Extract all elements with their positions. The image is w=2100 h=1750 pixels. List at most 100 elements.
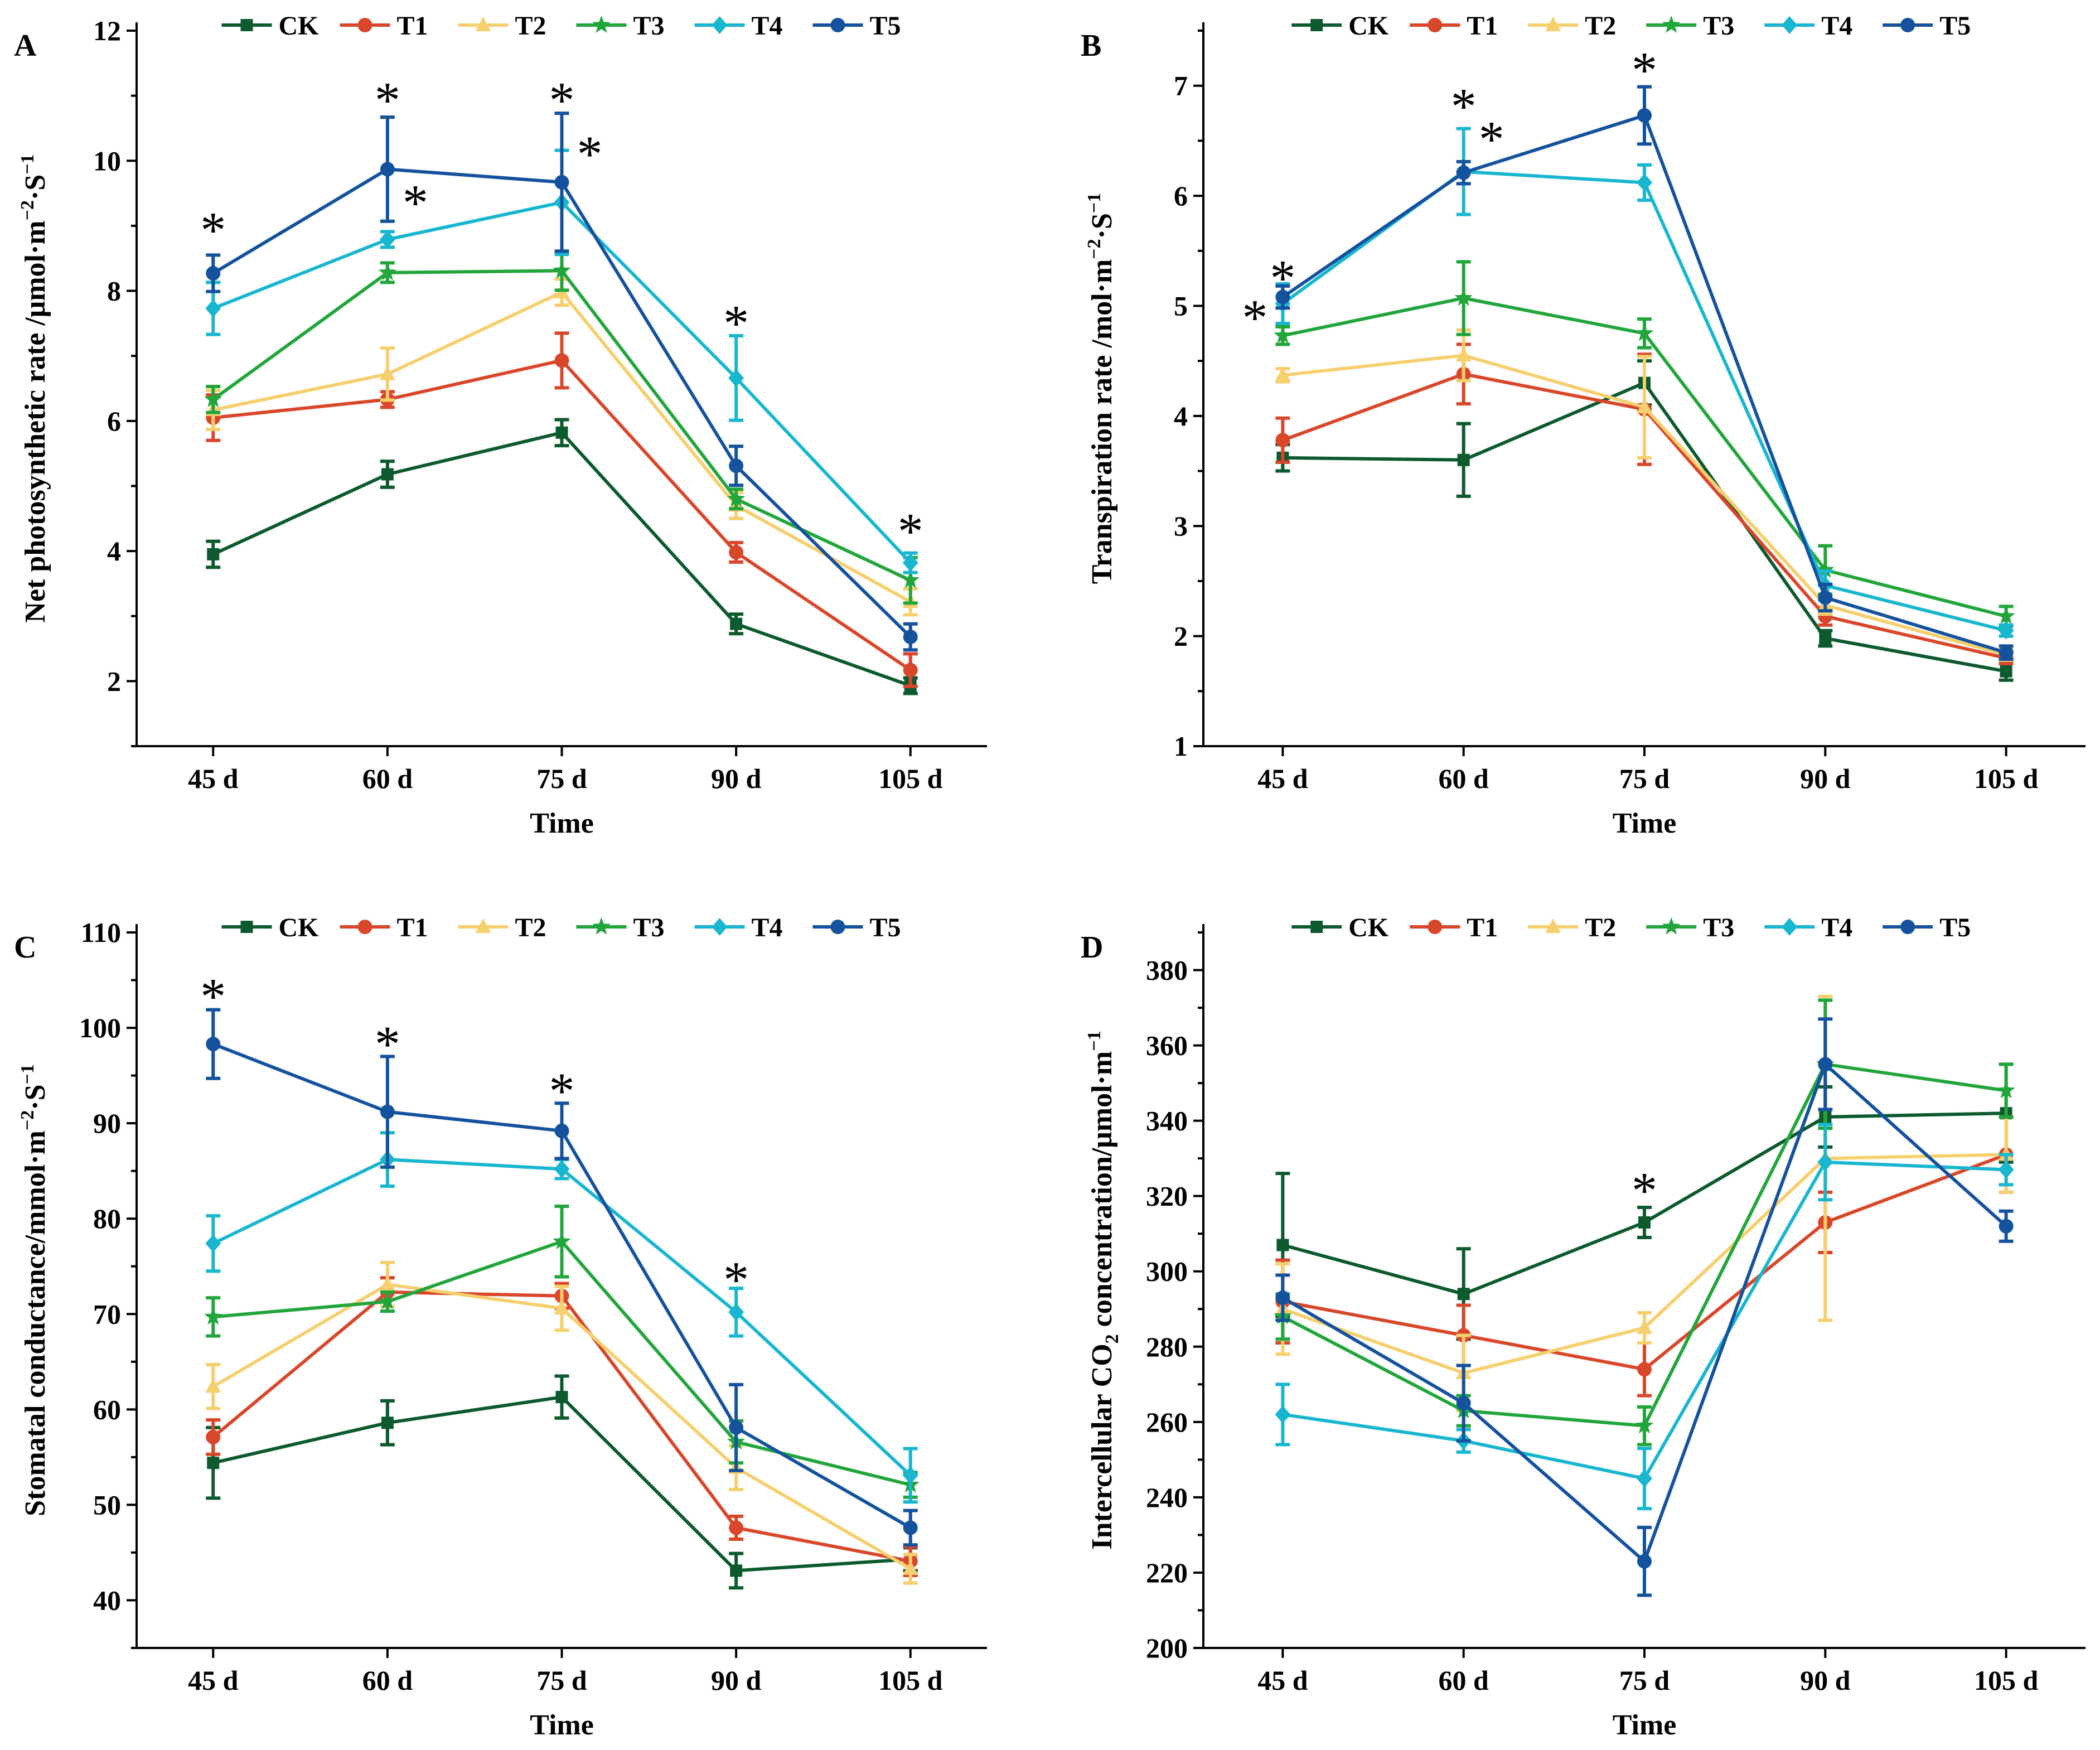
data-point — [903, 663, 918, 678]
data-point — [902, 1560, 918, 1575]
y-tick-label: 240 — [1146, 1482, 1188, 1513]
y-tick-label: 7 — [1174, 70, 1188, 101]
data-point — [1997, 1081, 2015, 1099]
legend-marker — [475, 17, 491, 31]
data-point — [728, 1303, 744, 1321]
legend-label: T3 — [633, 11, 665, 41]
y-axis-title-part: −1 — [17, 154, 38, 174]
y-axis-title-part: −2 — [17, 1110, 38, 1130]
data-point — [554, 1160, 570, 1178]
data-point — [1456, 165, 1471, 180]
x-axis-title: Time — [1613, 1709, 1677, 1741]
data-point — [379, 365, 395, 380]
significance-marker: * — [1451, 78, 1477, 134]
data-point — [1818, 1057, 1833, 1072]
legend-label: CK — [279, 11, 319, 41]
y-tick-label: 8 — [107, 275, 121, 307]
data-point — [554, 1300, 570, 1315]
y-tick-label: 340 — [1146, 1105, 1188, 1137]
data-point — [730, 617, 743, 630]
data-point — [1817, 1153, 1833, 1171]
legend-marker — [592, 917, 611, 935]
y-axis-title-part: −2 — [17, 200, 38, 220]
y-tick-label: 60 — [93, 1394, 121, 1425]
data-point — [1635, 323, 1654, 341]
series-t5 — [1275, 1017, 2014, 1597]
data-point — [1275, 1290, 1290, 1306]
data-point — [1274, 326, 1292, 344]
data-point — [1457, 1288, 1470, 1301]
series-t5 — [206, 1008, 918, 1547]
y-tick-label: 70 — [93, 1298, 121, 1330]
legend-marker — [1310, 19, 1323, 31]
x-tick-label: 45 d — [1257, 1665, 1308, 1696]
data-point — [204, 390, 222, 408]
significance-marker: * — [723, 294, 749, 351]
data-point — [554, 175, 569, 190]
data-point — [380, 1104, 395, 1119]
legend-item-t4: T4 — [1764, 913, 1852, 942]
y-axis-title-part: ·S — [20, 175, 51, 200]
legend-label: T2 — [515, 913, 546, 942]
data-point — [1998, 621, 2014, 640]
y-tick-label: 200 — [1146, 1632, 1188, 1664]
legend-marker — [240, 921, 253, 933]
x-tick-label: 90 d — [1800, 763, 1851, 794]
data-point — [206, 1429, 221, 1444]
data-point — [1998, 1161, 2014, 1179]
legend-marker — [1900, 18, 1915, 32]
legend-marker — [830, 18, 845, 32]
series-t3 — [1274, 260, 2015, 628]
data-point — [379, 230, 395, 249]
legend-label: T2 — [515, 11, 546, 41]
data-point — [554, 353, 569, 368]
data-point — [553, 1232, 571, 1249]
data-point — [1638, 1216, 1651, 1229]
x-tick-label: 105 d — [878, 763, 943, 794]
y-axis-title-part: −2 — [1084, 239, 1105, 259]
legend-item-t1: T1 — [340, 913, 428, 942]
data-point — [378, 263, 396, 281]
significance-marker: * — [375, 71, 400, 128]
significance-marker: * — [1242, 289, 1267, 346]
legend-label: T5 — [1939, 913, 1971, 942]
y-axis-title-part: Intercellular CO — [1086, 1343, 1118, 1549]
legend-label: T5 — [870, 11, 901, 41]
legend-item-t2: T2 — [1528, 11, 1616, 41]
y-axis-title-part: −1 — [1084, 1031, 1105, 1051]
legend-item-t3: T3 — [576, 913, 665, 942]
data-point — [902, 1466, 918, 1485]
x-tick-label: 105 d — [1974, 763, 2039, 794]
legend-item-t4: T4 — [1764, 11, 1852, 41]
legend-marker — [1310, 921, 1323, 933]
legend-label: T4 — [752, 11, 783, 41]
panel-a: 2 4 6 8 10 12 45 d 60 d 75 d 90 d 105 d Time Net pho… — [14, 11, 987, 839]
legend-item-t1: T1 — [1410, 11, 1498, 41]
data-point — [1818, 590, 1833, 605]
data-point — [205, 1234, 221, 1253]
data-point — [903, 630, 918, 645]
significance-marker: * — [1479, 111, 1504, 168]
y-axis-title-part: ·S — [1086, 213, 1118, 239]
y-axis-title: Transpiration rate /mol·m−2·S−1 — [1084, 193, 1118, 584]
legend-label: T4 — [1821, 913, 1852, 942]
y-tick-label: 300 — [1146, 1256, 1188, 1287]
legend-marker — [830, 920, 845, 934]
significance-marker: * — [898, 503, 923, 560]
data-point — [1275, 433, 1290, 448]
legend-marker — [592, 16, 611, 33]
legend-item-ck: CK — [1291, 913, 1388, 942]
data-point — [1637, 399, 1652, 414]
y-tick-label: 4 — [1174, 400, 1188, 432]
data-point — [1637, 1362, 1652, 1377]
y-axis-title-part: Net photosynthetic rate /μmol·m — [20, 220, 51, 622]
y-tick-label: 5 — [1174, 290, 1188, 321]
panel-b: 1 2 3 4 5 6 7 45 d 60 d 75 d 90 d 105 d Time Transpir… — [1081, 11, 2086, 839]
data-point — [2000, 665, 2012, 678]
legend-marker — [712, 918, 728, 936]
data-point — [729, 1420, 744, 1435]
data-point — [1276, 1239, 1289, 1251]
data-point — [1275, 366, 1291, 381]
y-tick-label: 90 — [93, 1108, 121, 1139]
data-point — [554, 1123, 569, 1138]
